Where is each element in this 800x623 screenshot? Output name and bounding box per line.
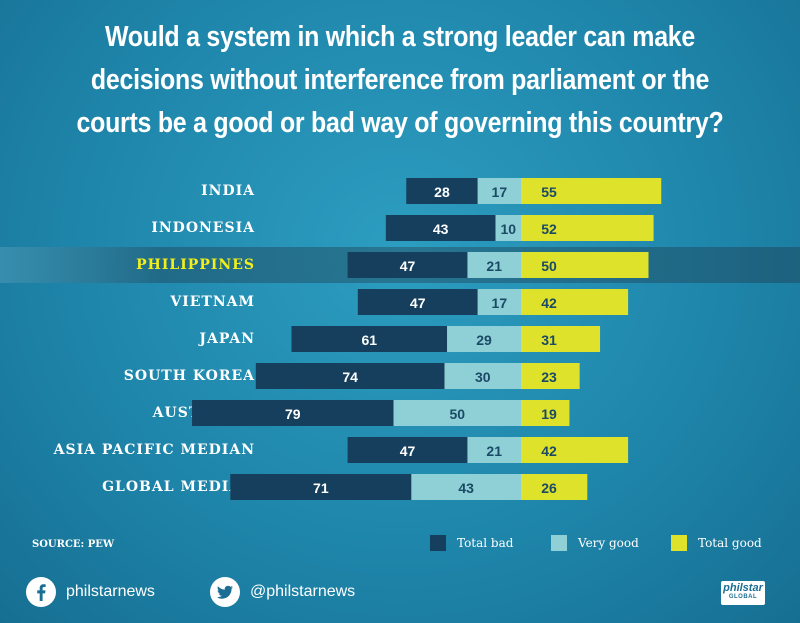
legend-swatch-very-good (551, 535, 567, 551)
legend-item-very-good: Very good (551, 535, 639, 551)
legend-swatch-total-good (671, 535, 687, 551)
value-total-bad-global-median: 71 (313, 480, 329, 496)
legend-item-total-good: Total good (671, 535, 762, 551)
facebook-icon (26, 577, 56, 607)
value-total-good-indonesia: 52 (541, 221, 557, 237)
bar-total-good-global-median (521, 474, 588, 500)
row-label-japan: JAPAN (197, 331, 255, 347)
bar-very-good-philippines (467, 252, 521, 278)
legend-label-total-good: Total good (698, 536, 762, 550)
bar-total-good-japan (521, 326, 601, 352)
legend-swatch-total-bad (430, 535, 446, 551)
value-total-bad-australia: 79 (285, 406, 301, 422)
value-very-good-india: 17 (492, 184, 508, 200)
row-label-philippines: PHILIPPINES (136, 257, 255, 273)
bar-very-good-indonesia (495, 215, 521, 241)
row-label-global-median: GLOBAL MEDIAN (102, 479, 255, 495)
bar-very-good-global-median (411, 474, 521, 500)
bar-total-good-south-korea (521, 363, 580, 389)
value-total-bad-indonesia: 43 (433, 221, 449, 237)
value-total-bad-vietnam: 47 (410, 295, 426, 311)
facebook-link[interactable]: philstarnews (26, 577, 155, 607)
bar-total-bad-japan (291, 326, 448, 352)
value-total-good-global-median: 26 (541, 480, 557, 496)
legend-item-total-bad: Total bad (430, 535, 513, 551)
value-very-good-south-korea: 30 (475, 369, 491, 385)
philstar-logo: philstar GLOBAL (721, 581, 765, 605)
bar-very-good-japan (447, 326, 521, 352)
logo-sub-text: GLOBAL (728, 594, 758, 600)
bar-total-bad-australia (192, 400, 394, 426)
value-very-good-japan: 29 (476, 332, 492, 348)
value-total-bad-japan: 61 (361, 332, 377, 348)
value-total-good-vietnam: 42 (541, 295, 557, 311)
source-note: SOURCE: PEW (32, 539, 115, 550)
value-very-good-global-median: 43 (458, 480, 474, 496)
bar-very-good-south-korea (444, 363, 521, 389)
value-very-good-indonesia: 10 (500, 221, 516, 237)
bar-total-good-vietnam (521, 289, 629, 315)
twitter-handle: @philstarnews (250, 583, 356, 600)
bar-total-good-indonesia (521, 215, 654, 241)
bar-total-good-philippines (521, 252, 649, 278)
facebook-handle: philstarnews (66, 583, 155, 600)
value-very-good-asia-pacific-median: 21 (486, 443, 502, 459)
bar-total-bad-vietnam (357, 289, 478, 315)
value-total-good-asia-pacific-median: 42 (541, 443, 557, 459)
row-label-indonesia: INDONESIA (151, 220, 255, 236)
row-label-asia-pacific-median: ASIA PACIFIC MEDIAN (53, 442, 255, 458)
bar-total-bad-south-korea (255, 363, 445, 389)
bar-very-good-australia (393, 400, 521, 426)
value-very-good-australia: 50 (449, 406, 465, 422)
bar-very-good-vietnam (477, 289, 521, 315)
bar-total-good-asia-pacific-median (521, 437, 629, 463)
value-total-good-philippines: 50 (541, 258, 557, 274)
bar-total-bad-global-median (230, 474, 412, 500)
row-label-vietnam: VIETNAM (169, 294, 255, 310)
logo-main-text: philstar (723, 582, 763, 594)
value-total-bad-india: 28 (434, 184, 450, 200)
value-total-good-australia: 19 (541, 406, 557, 422)
twitter-icon (210, 577, 240, 607)
legend-label-very-good: Very good (578, 536, 639, 550)
bar-very-good-india (477, 178, 521, 204)
bar-total-bad-asia-pacific-median (347, 437, 468, 463)
value-total-good-japan: 31 (541, 332, 557, 348)
legend-label-total-bad: Total bad (457, 536, 514, 550)
chart-title: Would a system in which a strong leader … (76, 21, 724, 139)
value-total-bad-philippines: 47 (400, 258, 416, 274)
bar-very-good-asia-pacific-median (467, 437, 521, 463)
bar-total-bad-indonesia (385, 215, 496, 241)
value-very-good-philippines: 21 (486, 258, 502, 274)
twitter-link[interactable]: @philstarnews (210, 577, 355, 607)
bar-total-good-australia (521, 400, 570, 426)
value-total-good-south-korea: 23 (541, 369, 557, 385)
value-very-good-vietnam: 17 (492, 295, 508, 311)
row-label-south-korea: SOUTH KOREA (124, 368, 255, 384)
value-total-bad-south-korea: 74 (342, 369, 358, 385)
bar-total-bad-philippines (347, 252, 468, 278)
bar-total-good-india (521, 178, 662, 204)
bar-total-bad-india (406, 178, 478, 204)
value-total-bad-asia-pacific-median: 47 (400, 443, 416, 459)
value-total-good-india: 55 (541, 184, 557, 200)
row-label-india: INDIA (201, 183, 255, 199)
